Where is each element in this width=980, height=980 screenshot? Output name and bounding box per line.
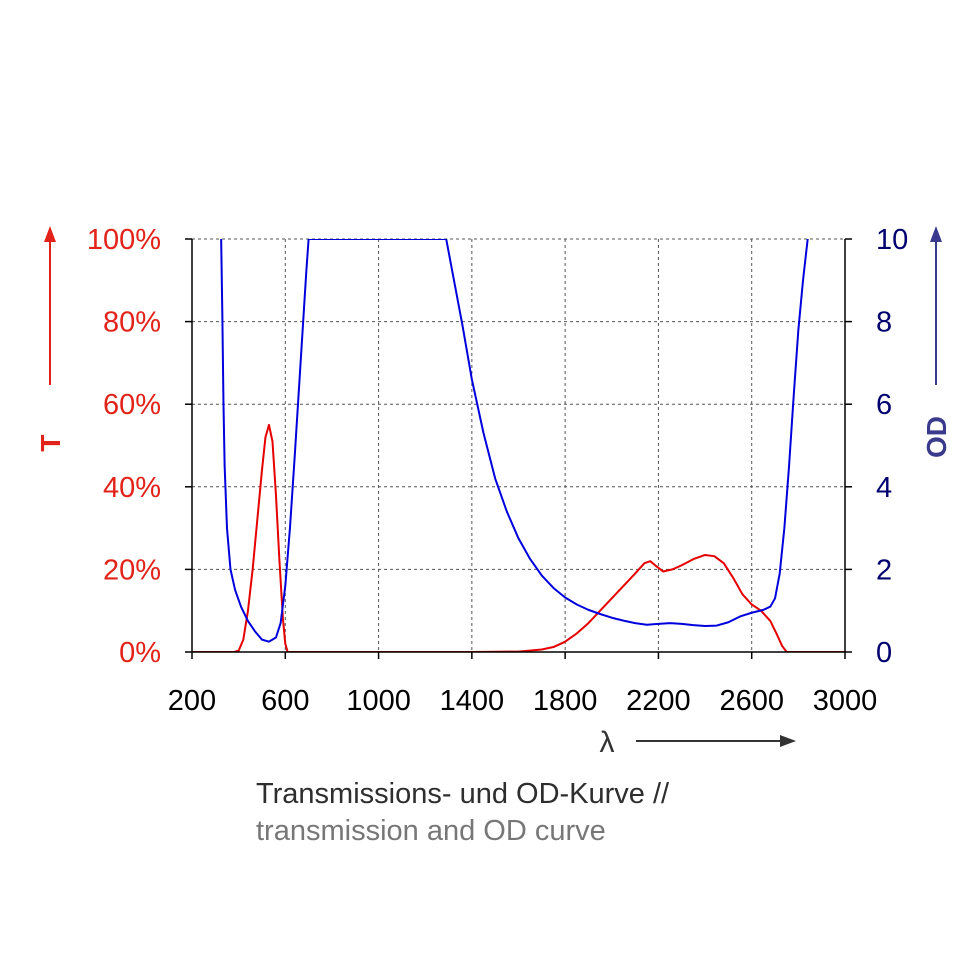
x-axis-title: λ: [600, 726, 615, 759]
chart-series-group: [192, 239, 845, 652]
y-right-tick-label: 2: [876, 554, 892, 586]
x-tick-label: 3000: [813, 685, 878, 717]
y-right-tick-label: 4: [876, 472, 892, 504]
x-tick-label: 2600: [719, 685, 784, 717]
transmission-curve: [192, 423, 845, 652]
y-left-tick-label: 0%: [119, 637, 161, 669]
y-left-tick-label: 60%: [103, 389, 161, 421]
x-tick-label: 2200: [626, 685, 691, 717]
y-left-tick-label: 20%: [103, 554, 161, 586]
caption-line-english: transmission and OD curve: [256, 815, 606, 847]
x-tick-label: 200: [168, 685, 216, 717]
y-right-tick-label: 6: [876, 389, 892, 421]
y-right-tick-label: 8: [876, 307, 892, 339]
od-curve: [220, 239, 809, 643]
caption-line-german: Transmissions- und OD-Kurve //: [256, 778, 670, 810]
chart-axes: [185, 238, 852, 659]
x-tick-label: 1800: [533, 685, 598, 717]
y-right-axis-title: OD: [921, 416, 952, 458]
y-left-axis-title: T: [35, 434, 66, 451]
y-left-tick-label: 80%: [103, 307, 161, 339]
y-left-tick-label: 100%: [87, 224, 161, 256]
chart-tick-labels: 0% 20% 40% 60% 80% 100% 0 2 4 6 8 10 200 600 1000 1400 1…: [87, 224, 908, 717]
x-tick-label: 600: [261, 685, 309, 717]
y-right-tick-label: 10: [876, 224, 908, 256]
y-left-axis-title-group: T: [35, 226, 66, 452]
y-right-axis-title-group: OD: [921, 226, 952, 458]
y-right-tick-label: 0: [876, 637, 892, 669]
x-tick-label: 1000: [346, 685, 411, 717]
chart-caption: Transmissions- und OD-Kurve // transmiss…: [256, 776, 669, 850]
y-left-tick-label: 40%: [103, 472, 161, 504]
x-axis-title-group: λ: [600, 726, 796, 759]
chart-gridlines: [192, 238, 845, 652]
x-tick-label: 1400: [440, 685, 505, 717]
